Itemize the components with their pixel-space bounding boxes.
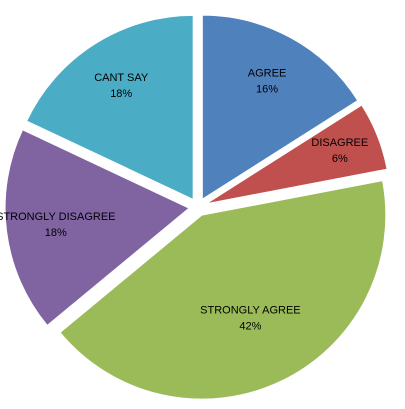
slice-value-label: 18% (45, 227, 67, 239)
slice-label: AGREE (248, 67, 287, 79)
slice-label: STRONGLY DISAGREE (0, 211, 116, 223)
slice-label: STRONGLY AGREE (200, 304, 300, 316)
slice-label: DISAGREE (311, 137, 368, 149)
slice-value-label: 6% (332, 153, 348, 165)
slice-value-label: 18% (110, 88, 132, 100)
pie-slice (26, 14, 194, 201)
pie-slice (201, 14, 359, 201)
pie-slice (4, 129, 190, 327)
pie-slice (206, 104, 388, 205)
pie-slice (59, 180, 387, 400)
slice-label: CANT SAY (94, 72, 149, 84)
slice-value-label: 42% (239, 320, 261, 332)
slice-value-label: 16% (256, 83, 278, 95)
